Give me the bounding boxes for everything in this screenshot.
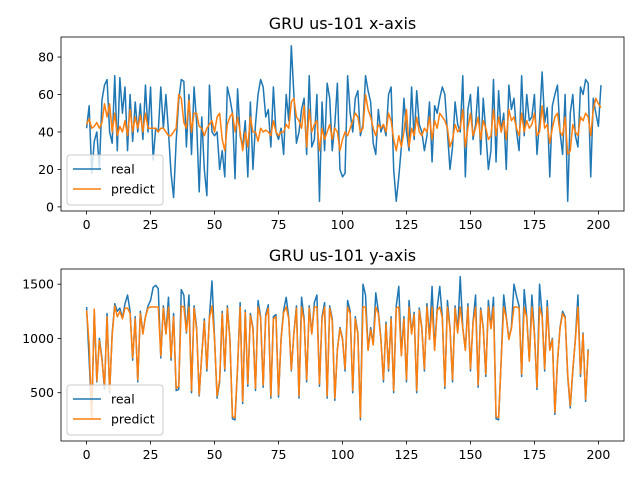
legend: real predict [66,154,164,206]
y-tick-label: 80 [38,50,54,65]
x-tick-label: 100 [331,447,355,462]
series-line-real [85,45,602,203]
x-tick-label: 125 [395,217,419,232]
x-tick-label: 75 [271,217,287,232]
x-tick-label: 125 [395,447,419,462]
series-line-predict [85,93,602,156]
y-tick-label: 0 [46,199,54,214]
legend-label-predict: predict [111,412,155,427]
legend-label-predict: predict [111,182,155,197]
series-line-predict [85,305,589,420]
y-tick-label: 1000 [22,331,54,346]
x-tick-label: 150 [459,447,483,462]
y-tick-label: 40 [38,124,54,139]
x-tick-label: 0 [83,217,91,232]
x-tick-label: 100 [331,217,355,232]
x-tick-label: 150 [459,217,483,232]
legend-box [66,384,164,436]
legend-label-real: real [111,392,135,407]
y-tick-label: 60 [38,87,54,102]
y-tick-label: 1500 [22,277,54,292]
x-tick-label: 0 [83,447,91,462]
x-tick-label: 25 [143,217,159,232]
legend-label-real: real [111,162,135,177]
x-tick-label: 175 [523,447,547,462]
x-tick-label: 175 [523,217,547,232]
y-tick-label: 500 [30,385,54,400]
x-tick-label: 200 [586,217,610,232]
chart-2: GRU us-101 y-axis 0 25 50 75 100 125 150 175 200 5… [22,246,625,462]
y-tick-label: 20 [38,162,54,177]
x-tick-label: 75 [271,447,287,462]
legend: real predict [66,384,164,436]
chart-title: GRU us-101 y-axis [269,246,416,265]
x-tick-label: 25 [143,447,159,462]
chart-title: GRU us-101 x-axis [269,14,416,33]
x-tick-label: 200 [586,447,610,462]
x-tick-label: 50 [207,447,223,462]
x-tick-label: 50 [207,217,223,232]
legend-box [66,154,164,206]
chart-1: GRU us-101 x-axis 0 25 50 75 100 125 150 175 200 0… [38,14,625,232]
